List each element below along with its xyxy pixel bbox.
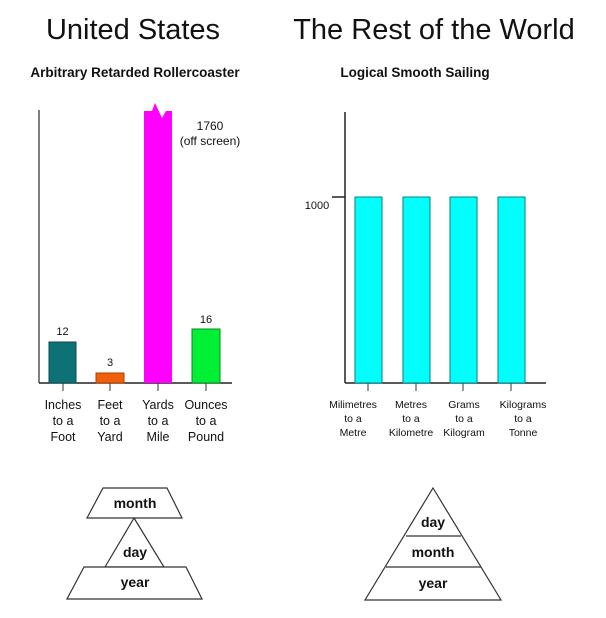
category-inches-to-foot: Inches to a Foot (44, 398, 82, 444)
left-pyramid-label-day: day (122, 544, 148, 560)
bar-kg-to-tonne (497, 196, 526, 384)
value-label-inches: 12 (56, 326, 69, 338)
category-yards-to-mile: Yards to a Mile (142, 398, 174, 444)
left-title: United States (45, 14, 221, 46)
bar-inches-to-foot (48, 341, 77, 384)
left-pyramid-label-month: month (113, 495, 157, 511)
left-pyramid-label-year: year (120, 574, 150, 590)
bar-ounces-to-pound (191, 328, 221, 384)
value-label-feet: 3 (106, 357, 114, 369)
right-pyramid-label-day: day (420, 514, 446, 530)
annotation-1760: 1760 (196, 119, 224, 133)
category-feet-to-yard: Feet to a Yard (97, 398, 123, 444)
category-metres-to-km: Metres to a Kilometre (388, 399, 434, 439)
right-title: The Rest of the World (293, 14, 575, 46)
category-mm-to-metre: Milimetres to a Metre (329, 399, 377, 439)
left-pyramid-month (86, 487, 183, 519)
left-subtitle: Arbitrary Retarded Rollercoaster (30, 65, 240, 80)
bar-grams-to-kg (449, 196, 478, 384)
right-pyramid-label-month: month (411, 544, 455, 560)
category-kg-to-tonne: Kilograms to a Tonne (499, 399, 547, 439)
right-subtitle: Logical Smooth Sailing (340, 65, 490, 80)
bar-yards-to-mile (144, 103, 172, 383)
bar-feet-to-yard (95, 372, 125, 384)
right-pyramid (363, 486, 503, 601)
right-ytick-label: 1000 (304, 200, 330, 212)
bar-mm-to-metre (354, 196, 383, 384)
category-grams-to-kg: Grams to a Kilogram (443, 399, 485, 439)
annotation-off-screen: (off screen) (179, 134, 241, 148)
right-pyramid-label-year: year (418, 575, 448, 591)
bar-metres-to-km (402, 196, 431, 384)
left-pyramid-year (66, 566, 203, 600)
value-label-ounces: 16 (199, 314, 213, 326)
category-ounces-to-pound: Ounces to a Pound (184, 398, 228, 444)
